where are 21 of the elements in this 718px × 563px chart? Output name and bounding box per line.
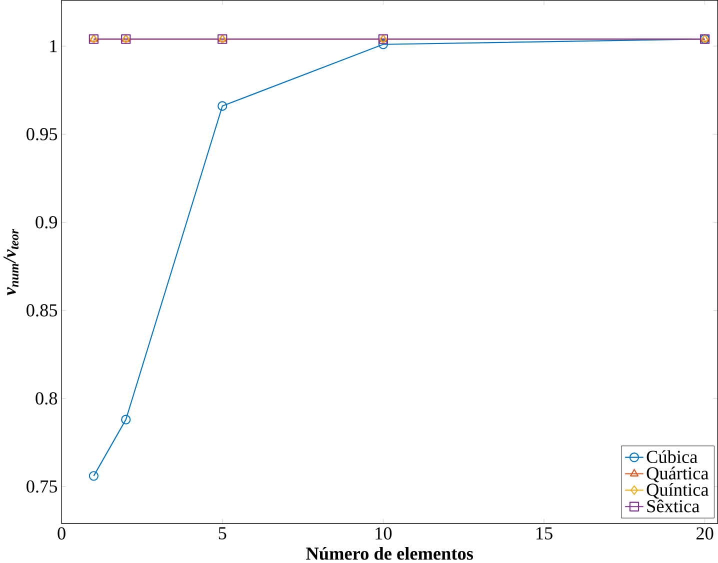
x-tick-label: 10 bbox=[376, 527, 392, 540]
y-tick-label: 0.75 bbox=[26, 480, 58, 492]
point bbox=[218, 100, 228, 111]
point bbox=[378, 39, 388, 49]
y-tick-label: 0.9 bbox=[36, 216, 58, 228]
point bbox=[121, 414, 131, 424]
legend-label: Quártica bbox=[646, 466, 709, 482]
y-axis-title: ν$_{num}$/ν$_{teor}$ bbox=[4, 228, 19, 296]
x-tick-label: 20 bbox=[696, 527, 714, 540]
y-tick-label: 0.85 bbox=[26, 304, 58, 316]
legend-label: Sêxtica bbox=[647, 499, 700, 512]
x-tick-label: 15 bbox=[536, 527, 552, 540]
legend-label: Quíntica bbox=[646, 482, 709, 498]
y-tick-label: 0.8 bbox=[36, 392, 58, 404]
point bbox=[88, 470, 99, 481]
legend-label: Cúbica bbox=[646, 450, 698, 463]
x-tick-label: 5 bbox=[218, 527, 226, 540]
y-tick-label: 0.95 bbox=[26, 128, 58, 140]
x-tick-label: 0 bbox=[58, 527, 66, 540]
y-tick-label: 1 bbox=[50, 40, 57, 52]
x-axis-title: Número de elementos bbox=[306, 546, 474, 560]
